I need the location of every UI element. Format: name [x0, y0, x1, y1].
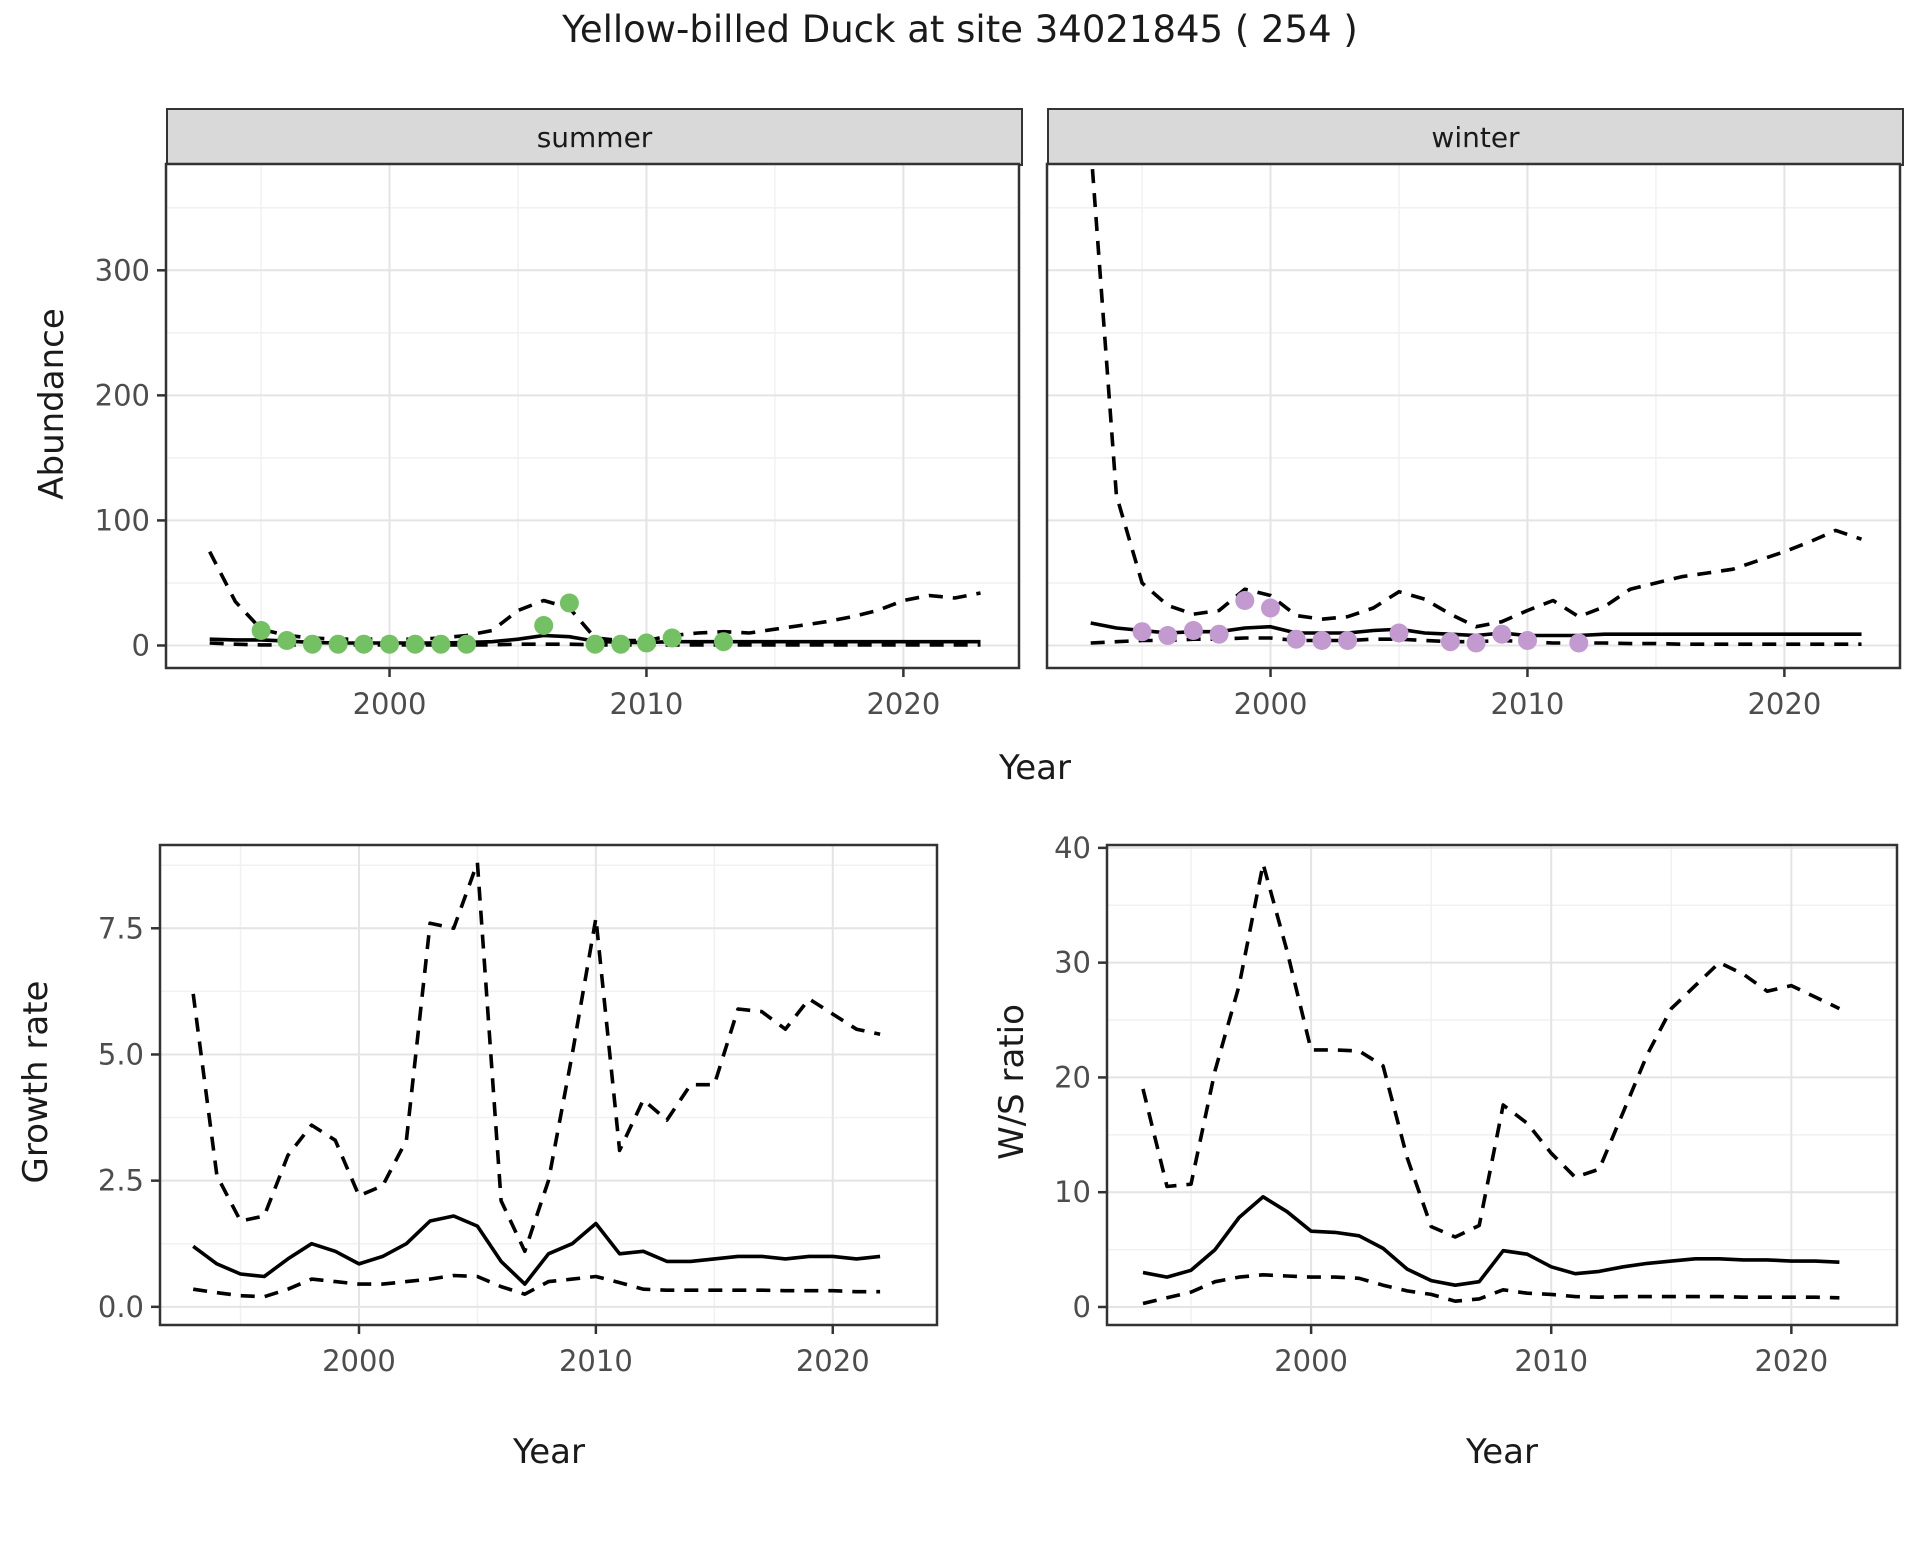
data-point [1209, 624, 1229, 644]
panel-border [1045, 162, 1902, 670]
y-tick-label: 40 [1054, 831, 1091, 865]
y-tick-label: 0 [132, 628, 150, 662]
y-tick-label: 30 [1054, 946, 1091, 980]
x-tick-label: 2020 [866, 687, 940, 721]
x-tick-label: 2020 [796, 1344, 870, 1378]
summer-observations [251, 593, 733, 654]
data-point [1569, 633, 1589, 653]
y-axis: 0 10 20 30 40 [1054, 831, 1107, 1324]
y-tick-label: 10 [1054, 1175, 1091, 1209]
gridlines-major [1107, 845, 1897, 1325]
x-tick-label: 2020 [1754, 1344, 1828, 1378]
x-axis: 2000 2010 2020 [322, 1325, 870, 1378]
panel-border [1105, 843, 1899, 1327]
x-tick-label: 2020 [1747, 687, 1821, 721]
x-axis: 2000 2010 2020 [353, 668, 940, 721]
figure-title: Yellow-billed Duck at site 34021845 ( 25… [562, 8, 1358, 51]
data-point [1338, 631, 1358, 650]
x-axis-title-year-ws: Year [1466, 1432, 1538, 1472]
data-point [1466, 633, 1486, 653]
gridlines-major [1047, 164, 1900, 668]
x-tick-label: 2000 [322, 1344, 396, 1378]
data-point [662, 628, 682, 648]
data-point [1183, 621, 1203, 640]
y-axis: 0.0 2.5 5.0 7.5 [98, 911, 160, 1324]
upper-ci-line [1141, 862, 1841, 1239]
x-tick-label: 2000 [1234, 687, 1308, 721]
series-lines [1141, 862, 1841, 1306]
x-tick-label: 2000 [1274, 1344, 1348, 1378]
x-tick-label: 2010 [1514, 1344, 1588, 1378]
x-tick-label: 2000 [353, 687, 427, 721]
lower-ci-line [192, 1273, 881, 1299]
x-axis: 2000 2010 2020 [1234, 668, 1821, 721]
data-point [559, 593, 579, 613]
data-point [457, 634, 477, 654]
panel-border [164, 162, 1021, 670]
winter-observations [1132, 591, 1589, 653]
x-tick-label: 2010 [559, 1344, 633, 1378]
data-point [328, 634, 348, 654]
upper-ci-line [191, 860, 881, 1254]
gridlines-minor [160, 845, 937, 1325]
panel-abundance-summer: 2000 2010 2020 0 100 200 300 [95, 162, 1021, 721]
x-tick-label: 2010 [610, 687, 684, 721]
x-axis-title-year-top: Year [999, 748, 1071, 788]
y-tick-label: 2.5 [98, 1164, 144, 1198]
gridlines-minor [1107, 845, 1897, 1325]
data-point [1132, 622, 1152, 642]
facet-strip-winter: winter [1047, 108, 1904, 166]
data-point [1440, 632, 1460, 652]
gridlines-minor [166, 164, 1019, 668]
panel-abundance-winter: 2000 2010 2020 [1045, 162, 1902, 721]
data-point [1286, 629, 1306, 649]
facet-strip-winter-label: winter [1431, 120, 1520, 154]
y-tick-label: 300 [95, 253, 150, 287]
data-point [431, 634, 451, 654]
y-tick-label: 5.0 [98, 1037, 144, 1071]
facet-strip-summer: summer [166, 108, 1023, 166]
data-point [637, 633, 656, 653]
x-axis: 2000 2010 2020 [1274, 1325, 1828, 1378]
data-point [714, 632, 733, 652]
data-point [1158, 626, 1178, 645]
data-point [1235, 591, 1255, 610]
data-point [1492, 624, 1512, 644]
panel-border [158, 843, 939, 1327]
y-tick-label: 20 [1054, 1060, 1091, 1094]
data-point [354, 634, 374, 654]
y-axis-title-abundance: Abundance [32, 308, 72, 500]
x-axis-title-year-growth: Year [513, 1432, 585, 1472]
data-point [1312, 631, 1332, 650]
panel-growth-rate: 2000 2010 2020 0.0 2.5 5.0 7.5 [98, 843, 939, 1378]
y-tick-label: 0.0 [98, 1290, 144, 1324]
mean-line [192, 1214, 881, 1286]
lower-ci-line [1142, 1272, 1840, 1306]
upper-ci-line [1090, 164, 1863, 629]
data-point [251, 621, 271, 640]
data-point [1261, 598, 1280, 618]
data-point [302, 634, 322, 654]
x-tick-label: 2010 [1491, 687, 1565, 721]
mean-line [1142, 1194, 1840, 1288]
data-point [405, 634, 425, 654]
y-axis-title-growth-rate: Growth rate [16, 980, 56, 1184]
y-axis-title-ws-ratio: W/S ratio [992, 1004, 1032, 1160]
y-tick-label: 7.5 [98, 911, 144, 945]
data-point [534, 616, 554, 635]
y-tick-label: 200 [95, 378, 150, 412]
data-point [611, 634, 631, 654]
data-point [277, 631, 297, 650]
y-tick-label: 0 [1073, 1290, 1091, 1324]
panel-ws-ratio: 2000 2010 2020 0 10 20 30 40 [1054, 831, 1899, 1378]
data-point [1518, 631, 1537, 650]
y-tick-label: 100 [95, 503, 150, 537]
series-lines [191, 860, 881, 1299]
facet-strip-summer-label: summer [536, 120, 653, 154]
data-point [1389, 623, 1409, 643]
y-axis: 0 100 200 300 [95, 253, 166, 662]
data-point [585, 634, 605, 654]
data-point [380, 634, 399, 654]
